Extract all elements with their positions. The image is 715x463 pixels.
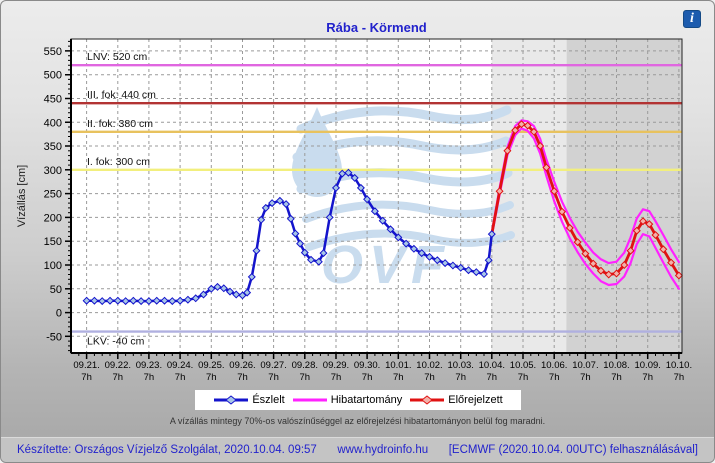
svg-text:10.01.: 10.01. <box>385 360 411 371</box>
svg-text:10.02.: 10.02. <box>416 360 442 371</box>
svg-text:10.04.: 10.04. <box>479 360 505 371</box>
reference-line-label: II. fok: 380 cm <box>87 118 153 130</box>
y-axis-labels: -50 0 50 100 150 200 250 300 350 400 450 500 550 <box>44 46 62 343</box>
legend-swatch <box>214 395 249 405</box>
svg-text:7h: 7h <box>268 372 279 383</box>
svg-text:10.05.: 10.05. <box>510 360 536 371</box>
reference-line-lkv: LKV: -40 cm <box>71 330 682 348</box>
footer-author: Készítette: Országos Vízjelző Szolgálat,… <box>17 444 317 456</box>
series-observed-markers <box>82 168 496 306</box>
svg-text:7h: 7h <box>81 372 92 383</box>
svg-text:200: 200 <box>44 212 62 224</box>
info-button[interactable]: i <box>683 10 701 28</box>
legend-item: Hibatartomány <box>292 394 403 406</box>
svg-text:7h: 7h <box>175 372 186 383</box>
legend-label: Hibatartomány <box>330 394 403 406</box>
chart-svg: OVF LNV: 520 cm III. fok: 440 cm II. fok… <box>16 38 692 383</box>
x-axis-labels: 09.21.7h09.22.7h09.23.7h09.24.7h09.25.7h… <box>73 360 692 383</box>
reference-line-fok2: II. fok: 380 cm <box>71 118 682 134</box>
y-axis-title: Vízállás [cm] <box>16 165 28 227</box>
svg-text:50: 50 <box>50 284 62 296</box>
svg-text:250: 250 <box>44 189 62 201</box>
svg-text:300: 300 <box>44 165 62 177</box>
svg-text:09.26.: 09.26. <box>229 360 255 371</box>
svg-text:7h: 7h <box>580 372 591 383</box>
svg-text:7h: 7h <box>144 372 155 383</box>
legend-item: Észlelt <box>213 394 285 406</box>
svg-text:7h: 7h <box>206 372 217 383</box>
chart-zones <box>71 39 682 353</box>
svg-text:350: 350 <box>44 141 62 153</box>
svg-text:10.03.: 10.03. <box>447 360 473 371</box>
svg-text:7h: 7h <box>331 372 342 383</box>
svg-text:150: 150 <box>44 236 62 248</box>
svg-text:7h: 7h <box>487 372 498 383</box>
water-level-chart: OVF LNV: 520 cm III. fok: 440 cm II. fok… <box>1 1 714 443</box>
reference-line-lnv: LNV: 520 cm <box>71 51 682 67</box>
svg-text:09.21.: 09.21. <box>73 360 99 371</box>
legend-label: Észlelt <box>252 394 285 406</box>
svg-text:09.25.: 09.25. <box>198 360 224 371</box>
svg-text:7h: 7h <box>518 372 529 383</box>
svg-text:450: 450 <box>44 94 62 106</box>
legend-swatch <box>410 395 445 405</box>
svg-text:-50: -50 <box>46 331 62 343</box>
svg-text:0: 0 <box>56 308 62 320</box>
svg-text:7h: 7h <box>642 372 653 383</box>
svg-text:7h: 7h <box>362 372 373 383</box>
zone-observed <box>71 39 492 353</box>
svg-text:10.07.: 10.07. <box>572 360 598 371</box>
svg-text:7h: 7h <box>455 372 466 383</box>
series-band_upper <box>490 119 681 265</box>
svg-text:100: 100 <box>44 260 62 272</box>
footer-bar: Készítette: Országos Vízjelző Szolgálat,… <box>1 437 714 462</box>
forecast-confidence-note: A vízállás mintegy 70%-os valószínűségge… <box>169 416 546 426</box>
reference-line-label: I. fok: 300 cm <box>87 156 150 168</box>
svg-text:10.08.: 10.08. <box>603 360 629 371</box>
x-axis-ticks <box>78 353 680 359</box>
reference-line-fok1: I. fok: 300 cm <box>71 156 682 172</box>
legend-label: Előrejelzett <box>448 394 503 406</box>
reference-line-label: III. fok: 440 cm <box>87 89 156 101</box>
svg-text:09.22.: 09.22. <box>105 360 131 371</box>
svg-text:7h: 7h <box>674 372 685 383</box>
reference-line-fok3: III. fok: 440 cm <box>71 89 682 105</box>
axes: -50 0 50 100 150 200 250 300 350 400 450 500 550 09.2… <box>16 38 692 383</box>
y-axis-ticks <box>65 40 71 352</box>
svg-text:7h: 7h <box>113 372 124 383</box>
svg-text:09.30.: 09.30. <box>354 360 380 371</box>
svg-text:500: 500 <box>44 70 62 82</box>
zone-forecast-far <box>566 39 682 353</box>
svg-text:09.24.: 09.24. <box>167 360 193 371</box>
reference-line-label: LKV: -40 cm <box>87 336 145 348</box>
svg-text:7h: 7h <box>424 372 435 383</box>
svg-text:7h: 7h <box>611 372 622 383</box>
svg-text:7h: 7h <box>237 372 248 383</box>
reference-line-label: LNV: 520 cm <box>87 51 148 63</box>
series-forecast <box>490 120 683 280</box>
legend-item: Előrejelzett <box>409 394 503 406</box>
svg-text:400: 400 <box>44 117 62 129</box>
series-band_lower <box>490 127 681 290</box>
svg-text:09.28.: 09.28. <box>292 360 318 371</box>
chart-legend: Észlelt Hibatartomány Előrejelzett <box>195 390 521 410</box>
svg-text:10.09.: 10.09. <box>634 360 660 371</box>
page-title: Rába - Körmend <box>326 20 427 35</box>
series-forecast-markers <box>495 120 683 280</box>
footer-model-source: [ECMWF (2020.10.04. 00UTC) felhasználásá… <box>448 444 698 456</box>
svg-text:10.10.: 10.10. <box>666 360 692 371</box>
svg-text:7h: 7h <box>300 372 311 383</box>
series-observed <box>82 168 496 306</box>
footer-website: www.hydroinfo.hu <box>337 444 429 456</box>
svg-text:7h: 7h <box>549 372 560 383</box>
svg-text:09.27.: 09.27. <box>260 360 286 371</box>
svg-text:09.29.: 09.29. <box>323 360 349 371</box>
legend-swatch <box>292 398 327 402</box>
svg-text:7h: 7h <box>393 372 404 383</box>
svg-text:09.23.: 09.23. <box>136 360 162 371</box>
svg-text:550: 550 <box>44 46 62 58</box>
svg-text:10.06.: 10.06. <box>541 360 567 371</box>
